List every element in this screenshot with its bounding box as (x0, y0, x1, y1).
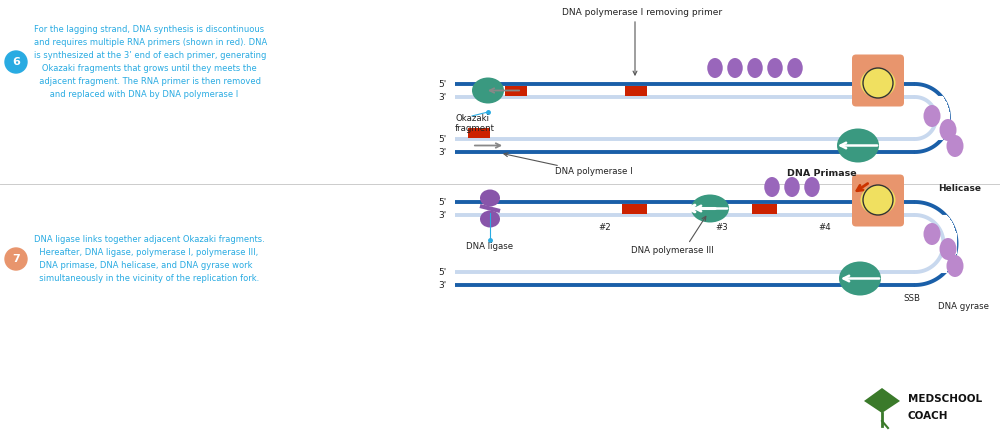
Ellipse shape (837, 128, 879, 163)
Ellipse shape (480, 210, 500, 227)
Text: Okazaki: Okazaki (455, 114, 489, 123)
Text: #4: #4 (819, 223, 831, 232)
Text: #2: #2 (599, 223, 611, 232)
Ellipse shape (860, 185, 895, 215)
Text: DNA gyrase: DNA gyrase (938, 302, 989, 311)
Polygon shape (864, 388, 900, 413)
Ellipse shape (707, 58, 723, 78)
Ellipse shape (940, 238, 956, 260)
Text: 3': 3' (439, 281, 447, 289)
Bar (622, 204, 647, 214)
Ellipse shape (480, 190, 500, 206)
Text: 6: 6 (12, 57, 20, 67)
Ellipse shape (764, 177, 780, 197)
Text: 5': 5' (439, 267, 447, 277)
Ellipse shape (804, 177, 820, 197)
Text: MEDSCHOOL: MEDSCHOOL (908, 394, 982, 404)
Ellipse shape (787, 58, 803, 78)
Text: DNA ligase: DNA ligase (466, 242, 514, 251)
Bar (468, 128, 490, 138)
Text: fragment: fragment (455, 124, 495, 133)
Bar (625, 86, 647, 96)
Text: #3: #3 (716, 223, 728, 232)
Text: 7: 7 (12, 254, 20, 264)
Ellipse shape (946, 255, 964, 277)
Text: COACH: COACH (908, 411, 948, 421)
Ellipse shape (924, 105, 940, 127)
Text: DNA ligase links together adjacent Okazaki fragments.
  Hereafter, DNA ligase, p: DNA ligase links together adjacent Okaza… (34, 235, 265, 283)
FancyBboxPatch shape (852, 55, 904, 107)
Circle shape (5, 248, 27, 270)
Circle shape (5, 51, 27, 73)
Ellipse shape (860, 68, 895, 98)
Text: 5': 5' (439, 79, 447, 88)
Ellipse shape (784, 177, 800, 197)
Ellipse shape (946, 135, 964, 157)
Text: 5': 5' (439, 135, 447, 143)
Text: SSB: SSB (903, 294, 920, 303)
Text: DNA polymerase I: DNA polymerase I (555, 167, 633, 176)
Text: 5': 5' (439, 198, 447, 206)
Ellipse shape (727, 58, 743, 78)
FancyBboxPatch shape (852, 174, 904, 226)
Text: 3': 3' (439, 92, 447, 102)
Text: 3': 3' (439, 210, 447, 219)
Ellipse shape (747, 58, 763, 78)
Text: For the lagging strand, DNA synthesis is discontinuous
and requires multiple RNA: For the lagging strand, DNA synthesis is… (34, 25, 267, 99)
Text: 3': 3' (439, 147, 447, 156)
Bar (752, 204, 777, 214)
Ellipse shape (472, 78, 504, 103)
Ellipse shape (839, 262, 881, 296)
Bar (505, 86, 527, 96)
Ellipse shape (940, 119, 956, 141)
Ellipse shape (691, 194, 729, 222)
Text: DNA polymerase III: DNA polymerase III (631, 246, 713, 255)
Text: Helicase: Helicase (938, 183, 981, 193)
Text: DNA Primase: DNA Primase (787, 169, 857, 178)
Ellipse shape (924, 223, 940, 245)
Text: DNA polymerase I removing primer: DNA polymerase I removing primer (562, 8, 722, 16)
Ellipse shape (767, 58, 783, 78)
